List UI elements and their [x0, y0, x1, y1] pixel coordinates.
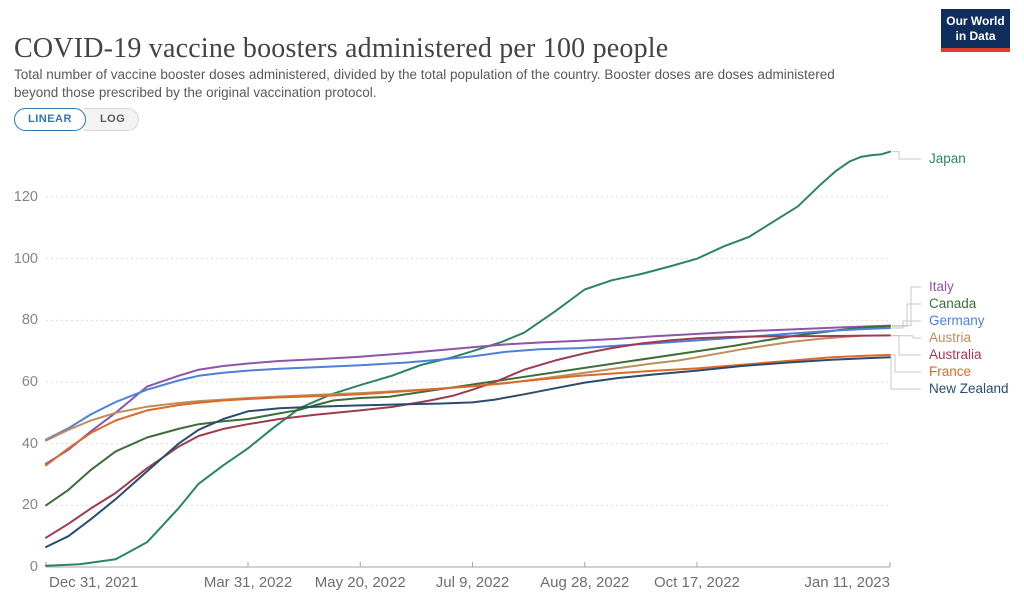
y-axis-tick-80: 80 [21, 312, 38, 329]
series-line-france[interactable] [45, 353, 891, 467]
legend-connector-australia [892, 334, 921, 356]
log-scale-button[interactable]: LOG [83, 108, 140, 131]
x-axis-tick-label: Jul 9, 2022 [435, 574, 510, 591]
legend-connector-new-zealand [890, 356, 921, 390]
series-line-germany[interactable] [45, 327, 891, 441]
linear-scale-button[interactable]: LINEAR [14, 108, 86, 131]
legend-connector-france [892, 354, 921, 373]
legend-label-germany[interactable]: Germany [929, 313, 985, 328]
owid-logo-line2: in Data [955, 28, 996, 43]
scale-toggle-group: LINEAR LOG [14, 108, 140, 131]
page-subtitle: Total number of vaccine booster doses ad… [14, 66, 835, 101]
y-axis-tick-40: 40 [21, 435, 38, 452]
series-line-japan[interactable] [45, 150, 891, 567]
y-axis-tick-20: 20 [21, 497, 38, 514]
legend-label-australia[interactable]: Australia [929, 347, 982, 362]
y-axis-tick-60: 60 [21, 374, 38, 390]
y-axis-tick-100: 100 [13, 250, 38, 267]
x-axis-tick-label: Mar 31, 2022 [203, 574, 293, 591]
series-line-australia[interactable] [45, 334, 891, 539]
page-title: COVID-19 vaccine boosters administered p… [14, 32, 669, 64]
owid-logo-line1: Our World [946, 13, 1005, 28]
legend-label-france[interactable]: France [929, 364, 972, 379]
legend-label-new-zealand[interactable]: New Zealand [929, 381, 1009, 396]
legend-label-japan[interactable]: Japan [929, 151, 966, 166]
legend-label-italy[interactable]: Italy [929, 279, 954, 294]
series-line-new-zealand[interactable] [45, 356, 891, 548]
x-axis-tick-label: Dec 31, 2021 [49, 574, 139, 591]
legend-connector-germany [892, 320, 921, 329]
legend-label-austria[interactable]: Austria [929, 330, 972, 345]
y-axis-tick-120: 120 [13, 189, 38, 205]
legend-label-canada[interactable]: Canada [929, 296, 977, 311]
x-axis-tick-label: Jan 11, 2023 [804, 574, 890, 591]
owid-logo[interactable]: Our World in Data [941, 9, 1010, 52]
series-line-italy[interactable] [45, 324, 891, 465]
x-axis-tick-label: Aug 28, 2022 [540, 574, 630, 591]
legend-connector-japan [892, 151, 921, 160]
legend-connector-canada [892, 303, 921, 327]
x-axis-tick-label: Oct 17, 2022 [654, 574, 740, 591]
y-axis-tick-0: 0 [29, 559, 38, 575]
legend-connector-italy [892, 286, 921, 327]
x-axis-tick-label: May 20, 2022 [314, 574, 406, 591]
